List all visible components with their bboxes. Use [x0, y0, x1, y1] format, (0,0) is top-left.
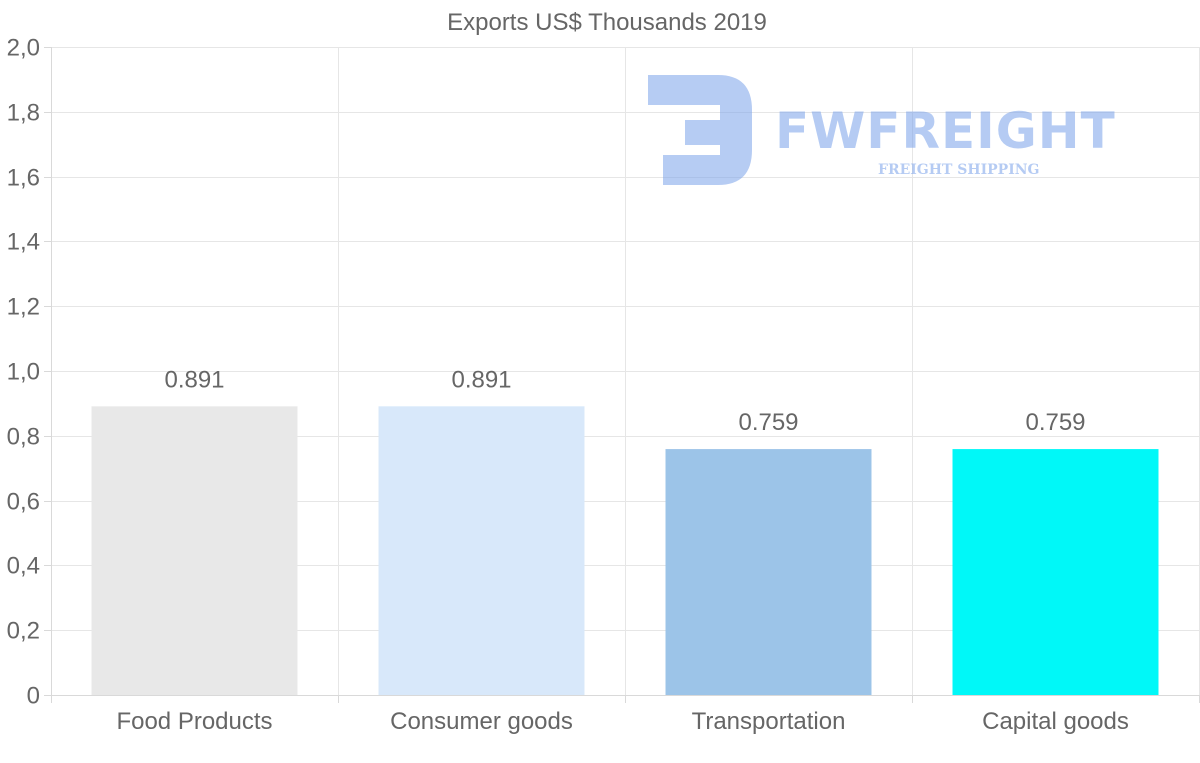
watermark-tagline: FREIGHT SHIPPING: [878, 162, 1040, 178]
x-tick-label: Capital goods: [982, 708, 1129, 735]
x-tick-label: Consumer goods: [390, 708, 573, 735]
bar[interactable]: [378, 406, 585, 695]
y-tick-label: 0: [27, 683, 40, 710]
bar[interactable]: [91, 406, 298, 695]
y-tick-label: 1,6: [7, 165, 40, 192]
y-tick-label: 0,2: [7, 618, 40, 645]
bar-value-label: 0.891: [164, 366, 224, 393]
fwfreight-logo-icon: [648, 75, 752, 185]
y-tick-label: 0,8: [7, 424, 40, 451]
y-tick-label: 1,0: [7, 359, 40, 386]
watermark-brand: FWFREIGHT: [775, 102, 1116, 160]
bars: [91, 406, 1159, 695]
y-tick-label: 1,2: [7, 294, 40, 321]
y-tick-label: 2,0: [7, 35, 40, 62]
bar-value-label: 0.759: [1025, 409, 1085, 436]
bar-value-label: 0.891: [451, 366, 511, 393]
bar[interactable]: [952, 449, 1159, 695]
bar[interactable]: [665, 449, 872, 695]
x-tick-label: Food Products: [116, 708, 272, 735]
value-labels: 0.891 0.891 0.759 0.759: [164, 366, 1085, 436]
watermark: FWFREIGHT FREIGHT SHIPPING: [648, 75, 1116, 185]
y-tick-label: 1,4: [7, 229, 40, 256]
chart-title: Exports US$ Thousands 2019: [447, 9, 767, 36]
y-tick-label: 0,6: [7, 489, 40, 516]
axes: 0 0,2 0,4 0,6 0,8 1,0 1,2 1,4 1,6 1,8 2,0 Food Prod…: [7, 35, 1200, 735]
bar-value-label: 0.759: [738, 409, 798, 436]
y-tick-label: 0,4: [7, 553, 40, 580]
x-tick-label: Transportation: [692, 708, 846, 735]
y-tick-label: 1,8: [7, 100, 40, 127]
